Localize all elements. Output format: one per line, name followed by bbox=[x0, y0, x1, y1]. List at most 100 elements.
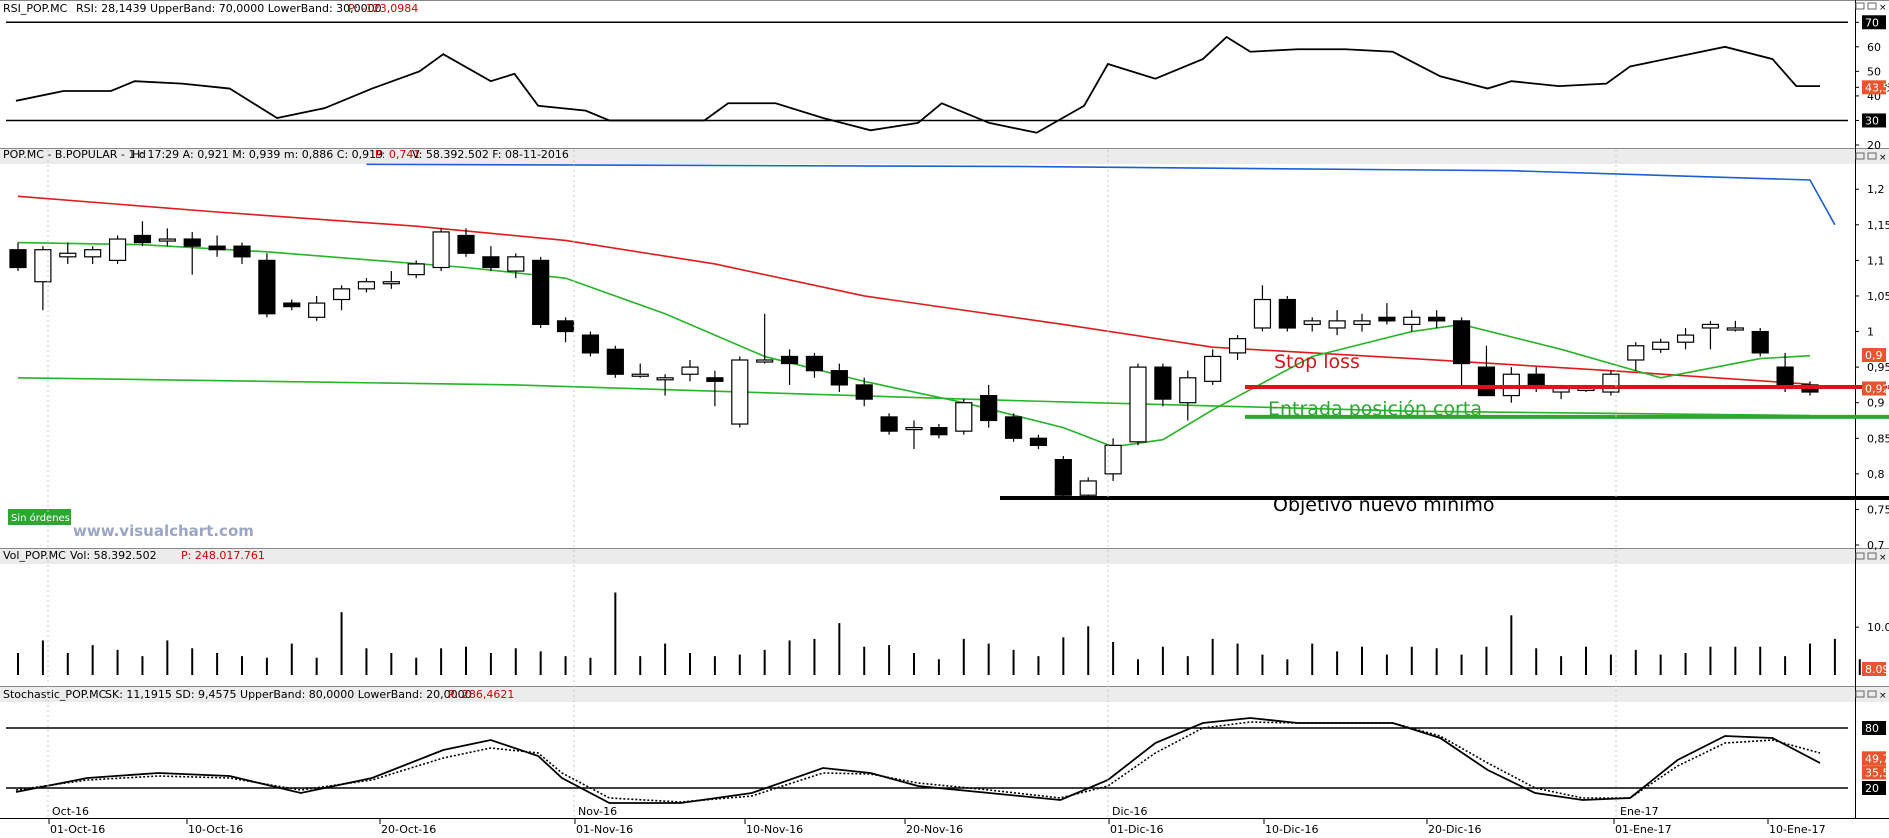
candle-body bbox=[855, 384, 873, 400]
candle bbox=[631, 363, 649, 378]
stochastic-sk-line bbox=[15, 717, 1821, 804]
moving-average-line bbox=[17, 195, 1811, 385]
candle-body bbox=[1253, 298, 1272, 329]
candle-body bbox=[1129, 366, 1147, 443]
candle bbox=[84, 246, 102, 264]
candle-body bbox=[1328, 320, 1346, 329]
candle bbox=[34, 246, 52, 311]
rsi-axis-label: 60 bbox=[1867, 41, 1881, 54]
panel-minimize-icon bbox=[1855, 552, 1865, 560]
price-value-badge bbox=[1862, 348, 1886, 363]
stochastic-value-badge-label: 80 bbox=[1865, 722, 1879, 735]
candle bbox=[880, 413, 898, 435]
panel-header-bar bbox=[0, 548, 1889, 564]
panel-header-bar bbox=[0, 686, 1889, 702]
candle bbox=[1004, 413, 1023, 442]
candle-body bbox=[183, 238, 201, 247]
candle bbox=[432, 228, 450, 272]
stochastic-panel[interactable]: Stochastic_POP.MC SK: 11,1915 SD: 9,4575… bbox=[3, 688, 1889, 804]
month-label: Nov-16 bbox=[578, 805, 617, 818]
candle-body bbox=[1228, 338, 1247, 354]
candle bbox=[1378, 303, 1396, 325]
price-axis-label: 1,15 bbox=[1867, 219, 1889, 232]
month-label: Oct-16 bbox=[52, 805, 89, 818]
rsi-panel[interactable]: RSI_POP.MC RSI: 28,1439 UpperBand: 70,00… bbox=[3, 2, 1889, 152]
candle-body bbox=[731, 359, 749, 425]
price-panel[interactable]: POP.MC - B.POPULAR - 1 d H: 17:29 A: 0,9… bbox=[3, 148, 1889, 552]
candle bbox=[706, 370, 724, 407]
candle bbox=[208, 235, 226, 257]
candle-body bbox=[1154, 366, 1172, 400]
stochastic-value-badge bbox=[1862, 781, 1886, 795]
candle bbox=[830, 363, 848, 393]
volume-header-name: Vol_POP.MC bbox=[3, 549, 66, 562]
rsi-header-values: RSI: 28,1439 UpperBand: 70,0000 LowerBan… bbox=[76, 2, 382, 15]
date-label: 01-Nov-16 bbox=[576, 823, 633, 836]
candle bbox=[980, 384, 998, 428]
volume-value-badge bbox=[1862, 662, 1886, 676]
candle bbox=[1353, 313, 1371, 332]
rsi-value-badge bbox=[1862, 80, 1886, 95]
candle bbox=[855, 377, 873, 407]
candle-body bbox=[1502, 373, 1520, 397]
candle bbox=[955, 399, 973, 435]
panel-maximize-icon bbox=[1867, 690, 1877, 698]
volume-header-values: Vol: 58.392.502 bbox=[70, 549, 157, 562]
candle bbox=[1403, 310, 1421, 332]
volume-value-badge-label: 8.09 bbox=[1865, 663, 1889, 676]
rsi-axis-label: 20 bbox=[1867, 139, 1881, 152]
candle bbox=[930, 424, 948, 439]
candle bbox=[1428, 310, 1446, 328]
watermark: www.visualchart.com bbox=[73, 522, 254, 540]
candle-body bbox=[955, 402, 973, 432]
candle-body bbox=[1452, 320, 1471, 365]
volume-panel[interactable]: Vol_POP.MC Vol: 58.392.502 P: 248.017.76… bbox=[3, 549, 1889, 676]
month-label: Dic-16 bbox=[1112, 805, 1148, 818]
price-header-name: POP.MC - B.POPULAR - 1 d bbox=[3, 148, 146, 161]
price-axis-label: 0,8 bbox=[1867, 468, 1885, 481]
candle-body bbox=[382, 281, 400, 285]
volume-header-red: P: 248.017.761 bbox=[181, 549, 265, 562]
candle bbox=[1179, 370, 1197, 421]
panel-close-icon: × bbox=[1879, 553, 1887, 563]
candle-body bbox=[457, 234, 475, 254]
candle bbox=[1328, 310, 1346, 336]
candle-body bbox=[34, 249, 52, 283]
candle-body bbox=[1676, 334, 1695, 343]
price-axis-label: 1,1 bbox=[1867, 254, 1885, 267]
panel-header-bar bbox=[0, 148, 1889, 164]
candle-body bbox=[1403, 316, 1421, 326]
target-label: Objetivo nuevo mínimo bbox=[1273, 494, 1495, 516]
candle bbox=[108, 235, 127, 264]
candle-body bbox=[308, 302, 326, 318]
panel-minimize-icon bbox=[1855, 690, 1865, 698]
candle bbox=[606, 345, 624, 378]
candle-body bbox=[357, 281, 376, 290]
price-value-badge bbox=[1862, 381, 1886, 396]
candle bbox=[1204, 349, 1222, 385]
price-axis-label: 0,85 bbox=[1867, 432, 1889, 445]
candle-body bbox=[556, 320, 575, 333]
date-label: 20-Oct-16 bbox=[381, 823, 436, 836]
candle-body bbox=[1701, 323, 1720, 329]
candle-body bbox=[1278, 298, 1296, 329]
date-label: 10-Dic-16 bbox=[1265, 823, 1319, 836]
panel-close-icon: × bbox=[1879, 691, 1887, 701]
rsi-value-badge-label: 30 bbox=[1865, 114, 1879, 127]
candle bbox=[1701, 320, 1720, 350]
stop-loss-label: Stop loss bbox=[1274, 351, 1360, 373]
candle-body bbox=[681, 366, 699, 375]
candle-body bbox=[432, 231, 450, 269]
candle bbox=[283, 299, 301, 311]
panel-maximize-icon bbox=[1867, 2, 1877, 10]
candle-body bbox=[482, 256, 500, 269]
candle bbox=[1253, 285, 1272, 332]
candle-body bbox=[233, 245, 251, 258]
panel-close-icon: × bbox=[1879, 3, 1887, 13]
rsi-line bbox=[15, 35, 1820, 134]
candle bbox=[233, 242, 251, 264]
price-axis-label: 1,05 bbox=[1867, 290, 1889, 303]
entry-label: Entrada posición corta bbox=[1268, 398, 1482, 420]
candle-body bbox=[1627, 345, 1645, 361]
